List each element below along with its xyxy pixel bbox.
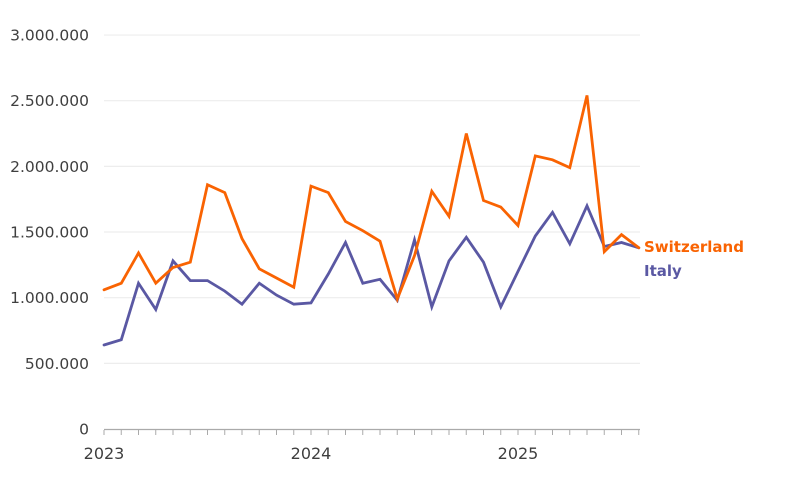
series-line-italy (102, 202, 641, 347)
gridlines (104, 34, 640, 364)
y-tick-label: 1.500.000 (10, 224, 89, 242)
y-tick-label: 1.000.000 (10, 289, 89, 307)
series-line-switzerland (102, 95, 641, 304)
x-year-label: 2024 (291, 444, 332, 463)
y-tick-label: 3.000.000 (10, 27, 89, 45)
x-year-label: 2023 (84, 444, 125, 463)
y-axis-labels: 0 500.000 1.000.000 1.500.000 2.000.000 2.500… (10, 27, 89, 439)
series-label-switzerland: Switzerland (644, 238, 744, 256)
y-tick-label: 2.000.000 (10, 158, 89, 176)
x-axis: 2023 2024 2025 (84, 428, 640, 463)
y-tick-label: 500.000 (25, 355, 89, 373)
series-label-italy: Italy (644, 262, 682, 280)
y-tick-label: 2.500.000 (10, 92, 89, 110)
series-lines (102, 95, 641, 347)
y-tick-label: 0 (79, 421, 89, 439)
x-year-label: 2025 (498, 444, 539, 463)
